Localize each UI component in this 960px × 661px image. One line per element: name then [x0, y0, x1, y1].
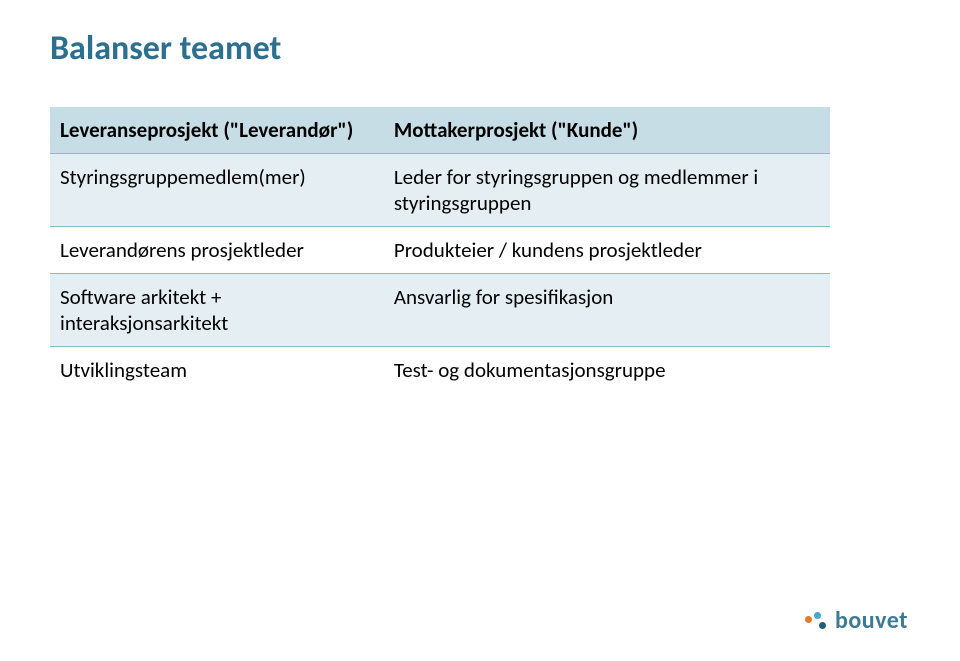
table-row: Utviklingsteam Test- og dokumentasjonsgr…: [50, 347, 830, 394]
col-header-kunde: Mottakerprosjekt ("Kunde"): [384, 107, 830, 154]
logo-dots-icon: [805, 612, 829, 630]
cell-leverandor: Leverandørens prosjektleder: [50, 227, 384, 274]
table-header-row: Leveranseprosjekt ("Leverandør") Mottake…: [50, 107, 830, 154]
cell-kunde: Produkteier / kundens prosjektleder: [384, 227, 830, 274]
cell-kunde: Leder for styringsgruppen og medlemmer i…: [384, 154, 830, 227]
logo-dot: [814, 612, 821, 619]
roles-table: Leveranseprosjekt ("Leverandør") Mottake…: [50, 107, 830, 393]
logo-text: bouvet: [835, 606, 908, 635]
table-row: Software arkitekt + interaksjonsarkitekt…: [50, 274, 830, 347]
cell-leverandor: Utviklingsteam: [50, 347, 384, 394]
slide-title: Balanser teamet: [50, 28, 910, 69]
cell-leverandor: Software arkitekt + interaksjonsarkitekt: [50, 274, 384, 347]
logo-dot: [819, 622, 826, 629]
cell-leverandor: Styringsgruppemedlem(mer): [50, 154, 384, 227]
table-row: Leverandørens prosjektleder Produkteier …: [50, 227, 830, 274]
logo-dot: [805, 616, 812, 623]
cell-kunde: Test- og dokumentasjonsgruppe: [384, 347, 830, 394]
cell-kunde: Ansvarlig for spesifikasjon: [384, 274, 830, 347]
table-row: Styringsgruppemedlem(mer) Leder for styr…: [50, 154, 830, 227]
col-header-leverandor: Leveranseprosjekt ("Leverandør"): [50, 107, 384, 154]
bouvet-logo: bouvet: [805, 606, 908, 635]
